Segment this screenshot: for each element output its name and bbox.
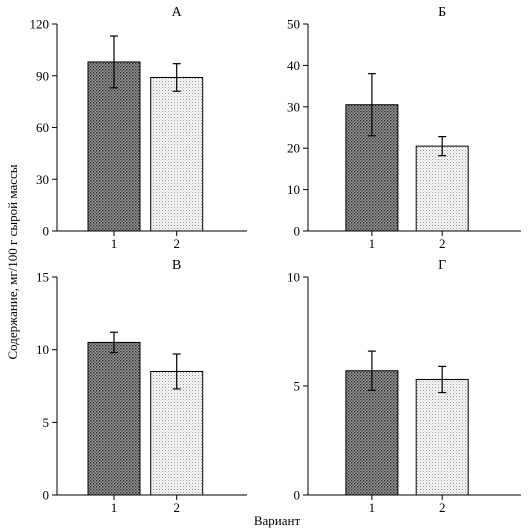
x-tick-label: 1 [369, 500, 376, 515]
bar [150, 76, 204, 232]
x-tick-label: 2 [173, 500, 180, 515]
chart-panel-1: 0 30 60 90 120 А 1 2 [30, 5, 247, 251]
y-tick-label: 0 [43, 488, 50, 503]
panel-title: В [172, 258, 181, 273]
x-tick-label: 1 [111, 500, 118, 515]
y-tick-label: 0 [43, 224, 50, 239]
x-axis-title: Вариант [254, 513, 301, 528]
y-tick-label: 5 [294, 379, 301, 394]
x-tick-label: 2 [173, 236, 180, 251]
bar [87, 341, 141, 496]
y-tick-label: 30 [287, 99, 300, 114]
y-tick-label: 15 [36, 270, 49, 285]
panel-title: Б [438, 5, 446, 20]
bar [415, 378, 469, 496]
y-tick-label: 50 [287, 17, 300, 32]
y-tick-label: 0 [294, 488, 301, 503]
y-tick-label: 10 [287, 182, 300, 197]
x-tick-label: 1 [369, 236, 376, 251]
y-tick-label: 40 [287, 58, 300, 73]
panel-title: Г [438, 258, 446, 273]
chart-panel-3: 0 5 10 15 В 1 2 [36, 258, 247, 515]
y-tick-label: 10 [36, 342, 49, 357]
y-tick-label: 90 [36, 68, 49, 83]
x-tick-label: 1 [111, 236, 118, 251]
chart-panel-4: 0 5 10 Г 1 2 [287, 258, 521, 515]
y-axis-title: Содержание, мг/100 г сырой массы [5, 164, 20, 359]
bar [345, 370, 399, 496]
y-tick-label: 0 [294, 224, 301, 239]
y-tick-label: 30 [36, 172, 49, 187]
y-tick-label: 60 [36, 120, 49, 135]
panel-title: А [172, 5, 183, 20]
y-tick-label: 10 [287, 270, 300, 285]
y-tick-label: 120 [30, 17, 50, 32]
bar [415, 145, 469, 232]
bar [150, 370, 204, 496]
x-tick-label: 2 [439, 500, 446, 515]
y-tick-label: 5 [43, 415, 50, 430]
x-tick-label: 2 [439, 236, 446, 251]
chart-panel-2: 0 10 20 30 40 50 Б 1 2 [287, 5, 521, 251]
y-tick-label: 20 [287, 141, 300, 156]
